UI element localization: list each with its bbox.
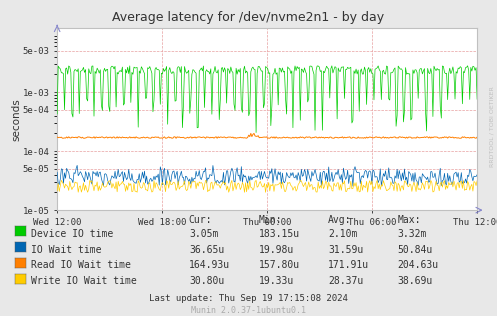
Text: 31.59u: 31.59u bbox=[328, 245, 363, 255]
Text: RRDTOOL / TOBI OETIKER: RRDTOOL / TOBI OETIKER bbox=[490, 86, 495, 167]
Text: Last update: Thu Sep 19 17:15:08 2024: Last update: Thu Sep 19 17:15:08 2024 bbox=[149, 294, 348, 303]
Text: Cur:: Cur: bbox=[189, 215, 212, 225]
Text: 38.69u: 38.69u bbox=[398, 276, 433, 286]
Text: 204.63u: 204.63u bbox=[398, 260, 439, 270]
Text: Device IO time: Device IO time bbox=[31, 229, 113, 239]
Y-axis label: seconds: seconds bbox=[11, 98, 21, 141]
Text: Max:: Max: bbox=[398, 215, 421, 225]
Text: Munin 2.0.37-1ubuntu0.1: Munin 2.0.37-1ubuntu0.1 bbox=[191, 306, 306, 315]
Text: 30.80u: 30.80u bbox=[189, 276, 224, 286]
Text: 2.10m: 2.10m bbox=[328, 229, 357, 239]
Text: 171.91u: 171.91u bbox=[328, 260, 369, 270]
Text: IO Wait time: IO Wait time bbox=[31, 245, 101, 255]
Text: Avg:: Avg: bbox=[328, 215, 351, 225]
Text: Read IO Wait time: Read IO Wait time bbox=[31, 260, 131, 270]
Text: Average latency for /dev/nvme2n1 - by day: Average latency for /dev/nvme2n1 - by da… bbox=[112, 11, 385, 24]
Text: 28.37u: 28.37u bbox=[328, 276, 363, 286]
Text: 19.33u: 19.33u bbox=[258, 276, 294, 286]
Text: 3.32m: 3.32m bbox=[398, 229, 427, 239]
Text: 50.84u: 50.84u bbox=[398, 245, 433, 255]
Text: 3.05m: 3.05m bbox=[189, 229, 218, 239]
Text: 19.98u: 19.98u bbox=[258, 245, 294, 255]
Text: 183.15u: 183.15u bbox=[258, 229, 300, 239]
Text: Write IO Wait time: Write IO Wait time bbox=[31, 276, 137, 286]
Text: Min:: Min: bbox=[258, 215, 282, 225]
Text: 157.80u: 157.80u bbox=[258, 260, 300, 270]
Text: 164.93u: 164.93u bbox=[189, 260, 230, 270]
Text: 36.65u: 36.65u bbox=[189, 245, 224, 255]
